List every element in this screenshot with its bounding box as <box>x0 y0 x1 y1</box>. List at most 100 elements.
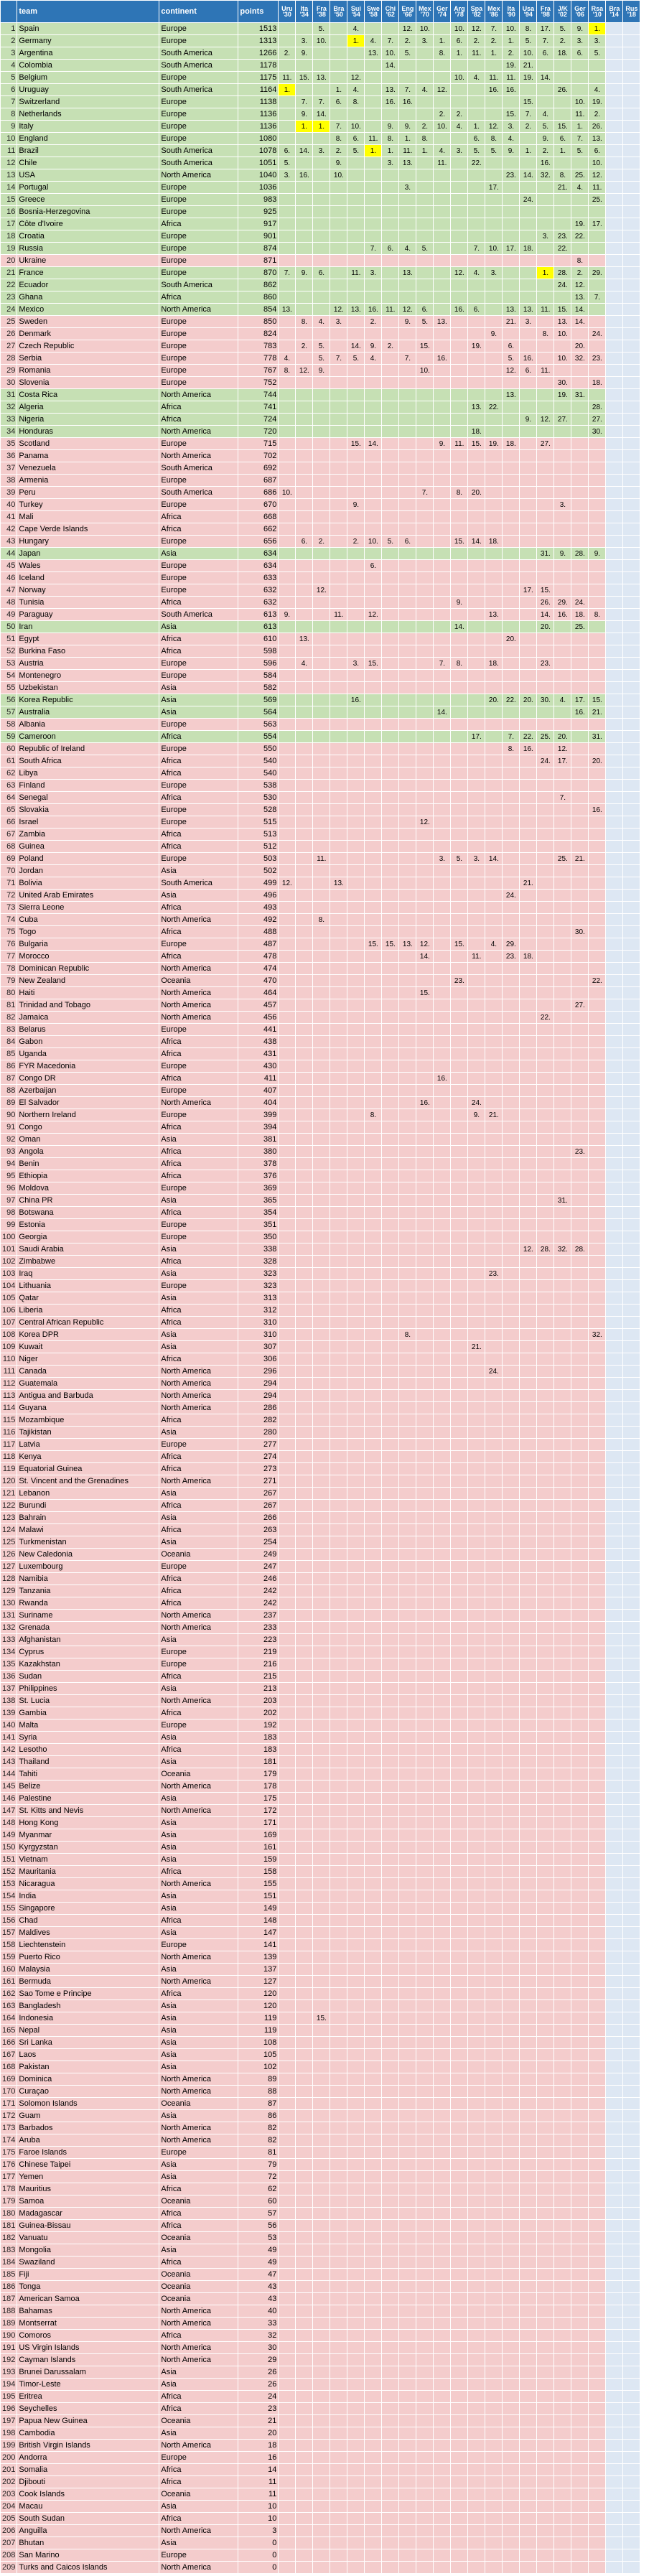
world-cup-cell[interactable] <box>553 1450 572 1463</box>
world-cup-cell[interactable] <box>295 1914 314 1927</box>
world-cup-cell[interactable] <box>467 2183 486 2195</box>
world-cup-cell[interactable]: 1. <box>571 120 589 133</box>
team-cell[interactable]: Tahiti <box>17 1768 160 1781</box>
world-cup-cell[interactable] <box>381 1047 400 1060</box>
world-cup-cell[interactable] <box>571 1780 589 1793</box>
points-cell[interactable]: 49 <box>238 2256 279 2269</box>
world-cup-cell[interactable] <box>571 2158 589 2171</box>
continent-cell[interactable]: Asia <box>159 2109 239 2122</box>
world-cup-cell[interactable] <box>536 1914 555 1927</box>
world-cup-cell[interactable] <box>347 1121 365 1134</box>
world-cup-cell[interactable] <box>364 2158 383 2171</box>
world-cup-cell[interactable] <box>364 986 383 999</box>
world-cup-cell[interactable] <box>381 730 400 743</box>
team-cell[interactable]: Chinese Taipei <box>17 2158 160 2171</box>
rank-cell[interactable]: 192 <box>0 2353 18 2366</box>
world-cup-cell[interactable] <box>364 1121 383 1134</box>
world-cup-cell[interactable]: 28. <box>536 1243 555 1256</box>
world-cup-cell[interactable] <box>312 1096 331 1109</box>
world-cup-cell[interactable] <box>588 669 607 682</box>
world-cup-cell[interactable] <box>485 633 503 645</box>
world-cup-cell[interactable]: 2. <box>364 315 383 328</box>
world-cup-cell[interactable] <box>295 2012 314 2025</box>
world-cup-cell[interactable] <box>536 376 555 389</box>
world-cup-cell[interactable]: 7. <box>312 95 331 108</box>
rank-cell[interactable]: 86 <box>0 1060 18 1073</box>
world-cup-cell[interactable] <box>330 1731 348 1744</box>
world-cup-cell[interactable] <box>295 1780 314 1793</box>
world-cup-cell[interactable] <box>502 706 520 719</box>
world-cup-cell[interactable] <box>278 1536 296 1549</box>
world-cup-cell[interactable] <box>312 1780 331 1793</box>
world-cup-cell[interactable] <box>312 1877 331 1890</box>
world-cup-cell[interactable] <box>622 34 641 47</box>
world-cup-cell[interactable] <box>605 694 624 706</box>
world-cup-cell[interactable] <box>295 1414 314 1427</box>
world-cup-cell[interactable] <box>416 864 434 877</box>
world-cup-cell[interactable] <box>295 1218 314 1231</box>
world-cup-cell[interactable] <box>553 1829 572 1842</box>
continent-cell[interactable]: South America <box>159 47 239 60</box>
world-cup-cell[interactable] <box>416 1585 434 1597</box>
world-cup-cell[interactable]: 11. <box>536 303 555 316</box>
points-cell[interactable]: 1138 <box>238 95 279 108</box>
world-cup-cell[interactable] <box>467 2305 486 2318</box>
world-cup-cell[interactable] <box>398 1182 417 1195</box>
world-cup-cell[interactable] <box>622 1792 641 1805</box>
world-cup-cell[interactable] <box>622 1597 641 1610</box>
world-cup-cell[interactable] <box>347 157 365 169</box>
team-cell[interactable]: Norway <box>17 584 160 597</box>
world-cup-cell[interactable] <box>398 2036 417 2049</box>
world-cup-cell[interactable] <box>467 657 486 670</box>
world-cup-cell[interactable] <box>536 1170 555 1182</box>
world-cup-cell[interactable] <box>502 1560 520 1573</box>
world-cup-cell[interactable] <box>536 59 555 72</box>
world-cup-cell[interactable] <box>416 2061 434 2073</box>
continent-cell[interactable]: Europe <box>159 1719 239 1732</box>
world-cup-cell[interactable] <box>450 1365 469 1378</box>
world-cup-cell[interactable] <box>588 1243 607 1256</box>
world-cup-cell[interactable] <box>278 974 296 987</box>
world-cup-cell[interactable] <box>467 449 486 462</box>
world-cup-cell[interactable] <box>433 1231 452 1243</box>
world-cup-cell[interactable]: 8. <box>278 364 296 377</box>
world-cup-cell[interactable] <box>553 2256 572 2269</box>
world-cup-cell[interactable] <box>605 1902 624 1915</box>
rank-cell[interactable]: 13 <box>0 169 18 182</box>
world-cup-cell[interactable]: 11. <box>312 852 331 865</box>
team-cell[interactable]: Croatia <box>17 230 160 243</box>
world-cup-cell[interactable]: 4. <box>347 22 365 35</box>
world-cup-cell[interactable] <box>605 1646 624 1658</box>
world-cup-cell[interactable] <box>588 1853 607 1866</box>
world-cup-cell[interactable] <box>364 1646 383 1658</box>
continent-cell[interactable]: North America <box>159 425 239 438</box>
world-cup-cell[interactable]: 17. <box>519 584 538 597</box>
world-cup-cell[interactable] <box>278 986 296 999</box>
world-cup-cell[interactable] <box>622 2183 641 2195</box>
world-cup-cell[interactable] <box>605 986 624 999</box>
world-cup-cell[interactable] <box>485 2280 503 2293</box>
world-cup-cell[interactable] <box>398 1231 417 1243</box>
team-cell[interactable]: Kuwait <box>17 1340 160 1353</box>
world-cup-cell[interactable] <box>450 584 469 597</box>
continent-cell[interactable]: Africa <box>159 2183 239 2195</box>
world-cup-cell[interactable] <box>467 1511 486 1524</box>
world-cup-cell[interactable] <box>622 535 641 548</box>
world-cup-cell[interactable] <box>330 2280 348 2293</box>
world-cup-cell[interactable] <box>364 718 383 731</box>
team-cell[interactable]: Guatemala <box>17 1377 160 1390</box>
world-cup-cell[interactable] <box>485 2219 503 2232</box>
world-cup-cell[interactable] <box>588 1426 607 1439</box>
world-cup-cell[interactable] <box>622 1475 641 1488</box>
world-cup-cell[interactable]: 7. <box>588 291 607 304</box>
points-cell[interactable]: 925 <box>238 205 279 218</box>
world-cup-cell[interactable]: 12. <box>450 266 469 279</box>
world-cup-cell[interactable] <box>278 2073 296 2086</box>
world-cup-cell[interactable] <box>330 205 348 218</box>
world-cup-cell[interactable]: 13. <box>330 877 348 890</box>
world-cup-cell[interactable] <box>398 376 417 389</box>
rank-cell[interactable]: 167 <box>0 2048 18 2061</box>
continent-cell[interactable]: Asia <box>159 1340 239 1353</box>
world-cup-cell[interactable] <box>364 1401 383 1414</box>
points-cell[interactable]: 263 <box>238 1523 279 1536</box>
